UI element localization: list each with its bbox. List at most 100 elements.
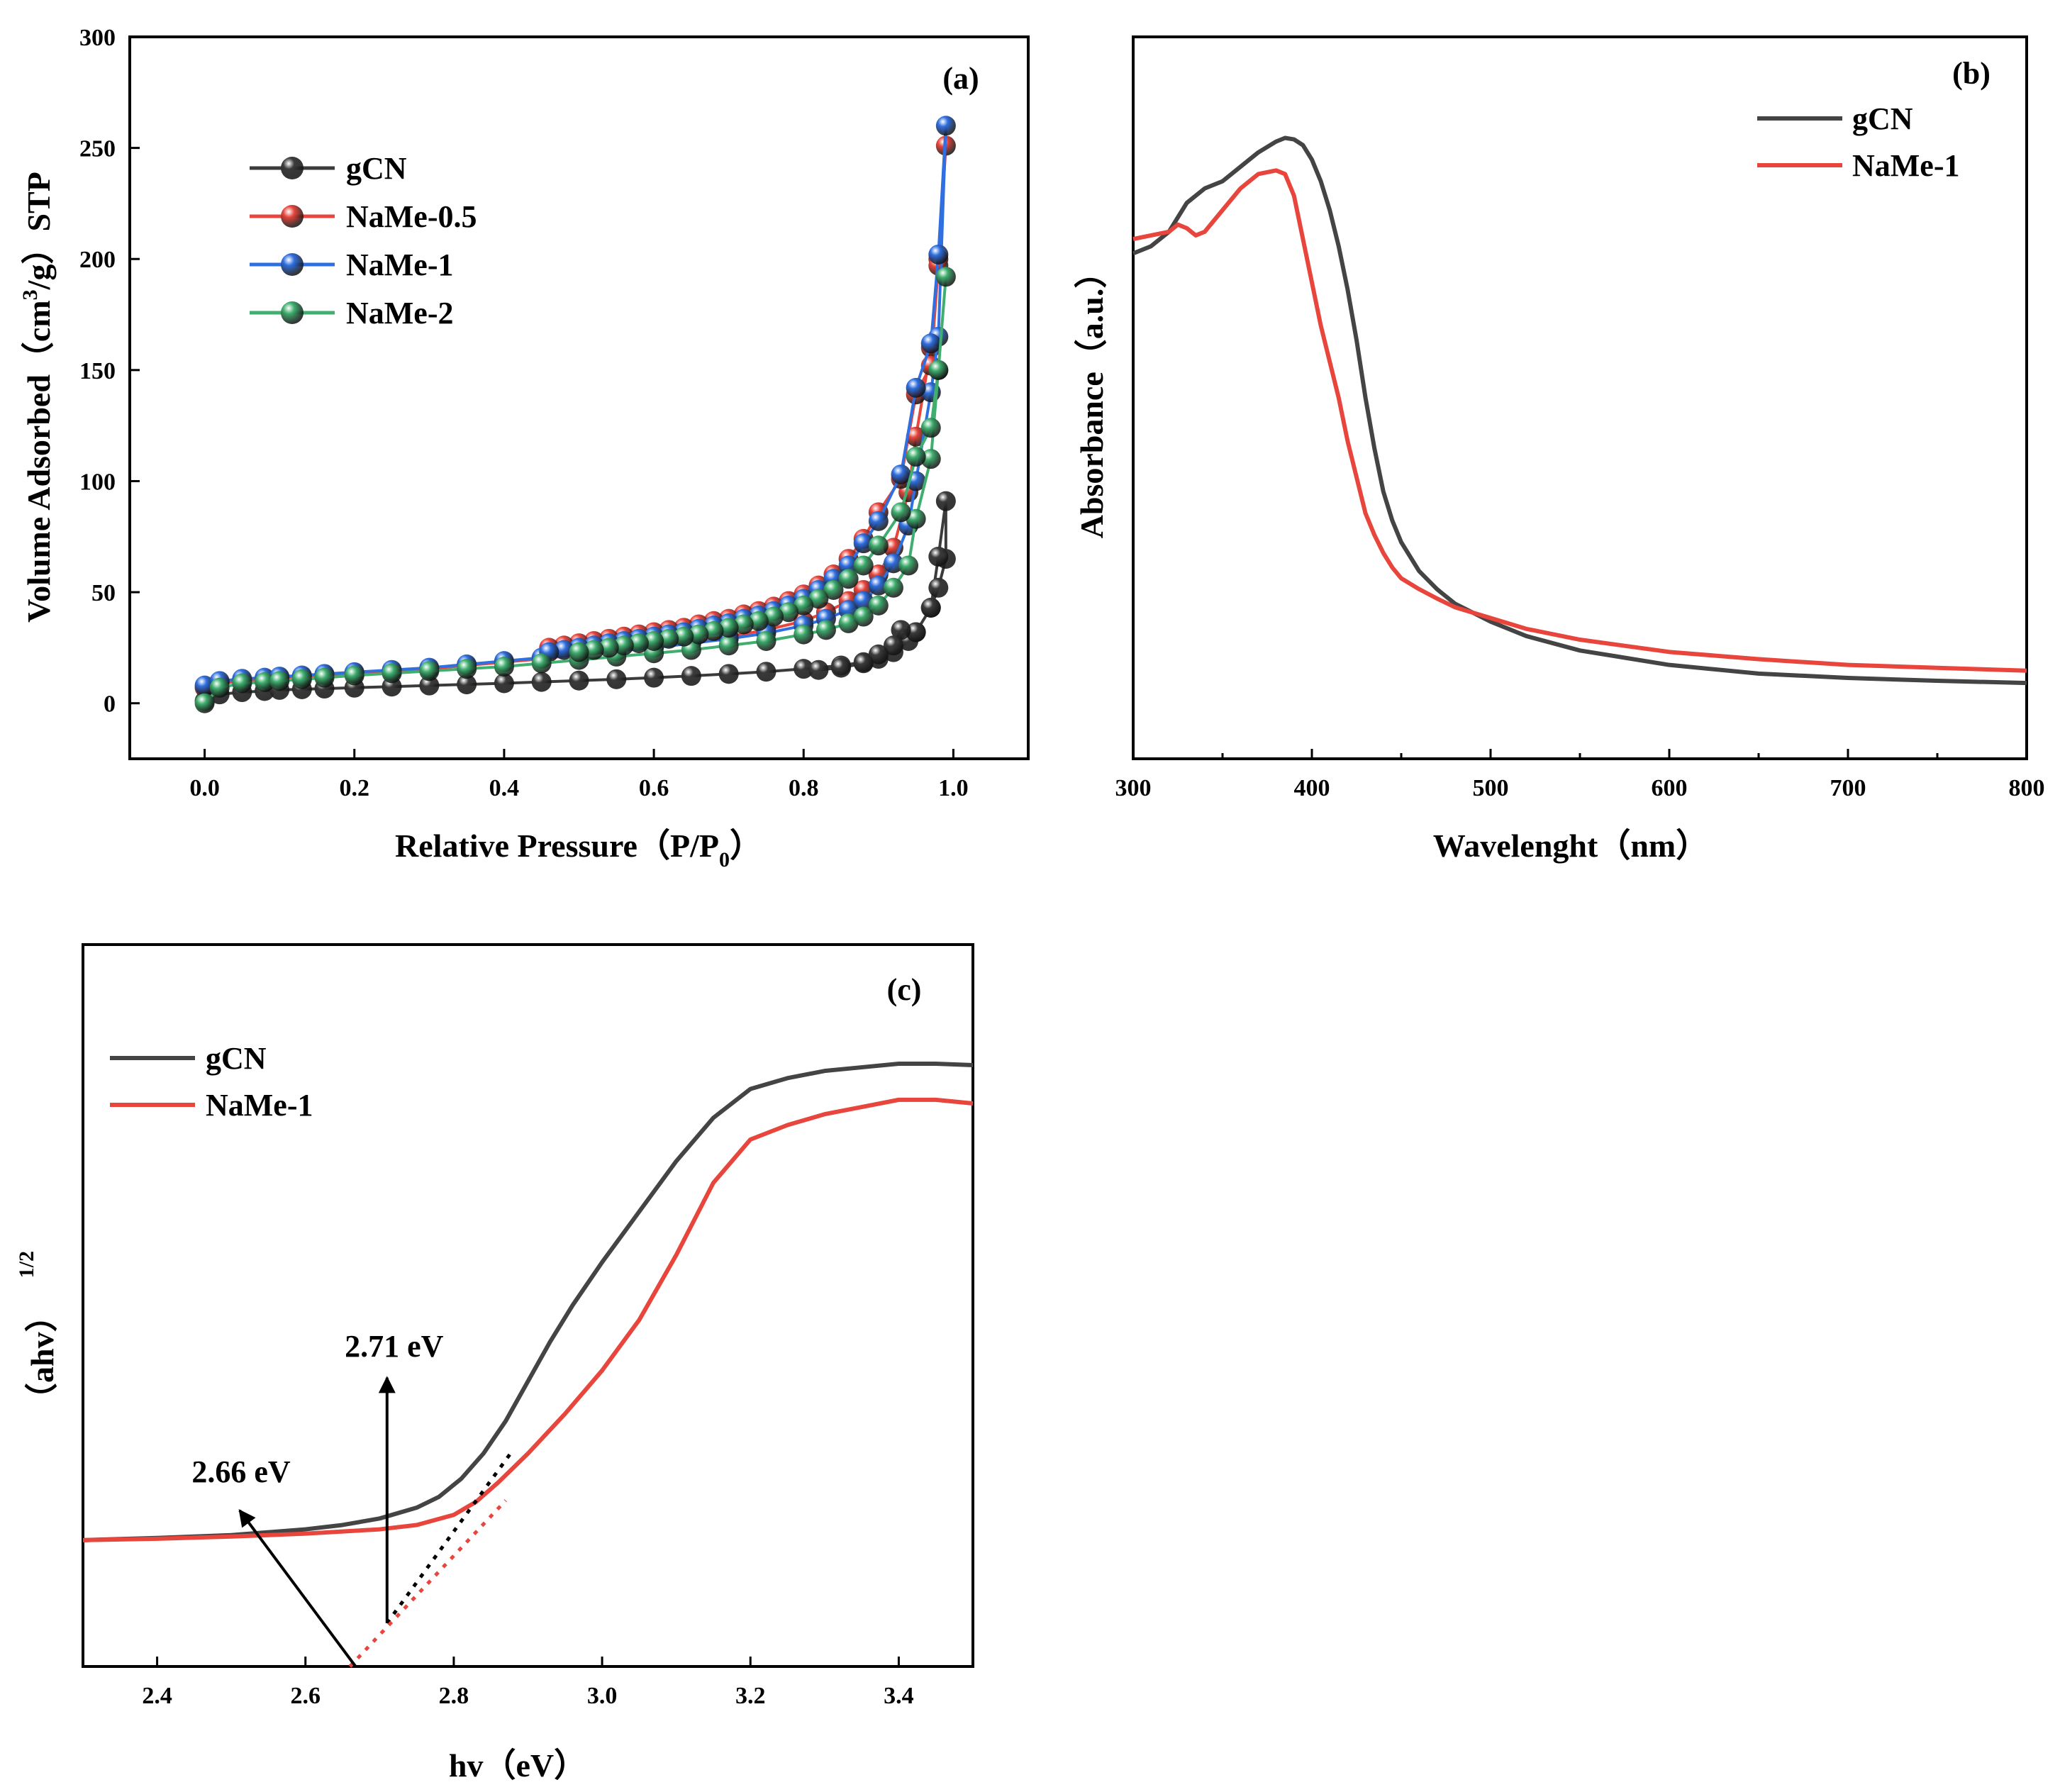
data-point <box>868 575 889 596</box>
data-point <box>644 630 664 651</box>
data-point <box>584 640 604 660</box>
x-tick-label: 300 <box>1115 775 1152 801</box>
data-point <box>920 449 941 469</box>
panel-b-legend: gCN NaMe-1 <box>1757 101 1960 183</box>
data-point <box>674 626 694 647</box>
x-tick-label: 700 <box>1830 775 1866 801</box>
data-point <box>531 672 552 692</box>
panel-c-x-axis-title: hv（eV） <box>449 1747 586 1783</box>
data-point <box>794 595 814 616</box>
data-point <box>853 591 874 611</box>
data-point <box>764 606 784 627</box>
data-point <box>935 491 956 511</box>
data-point <box>823 579 844 600</box>
panel-a-ticks: 0.0 0.2 0.4 0.6 0.8 1.0 0 50 100 150 200 250 300 <box>79 25 969 801</box>
data-point <box>928 577 949 598</box>
series-line-NaMe-1 <box>82 1097 974 1542</box>
data-point <box>935 116 956 136</box>
data-point <box>209 677 230 698</box>
annotation-label: 2.71 eV <box>345 1329 444 1364</box>
x-tick-label: 400 <box>1294 775 1330 801</box>
annotation-label: 2.66 eV <box>191 1454 291 1489</box>
panel-c: 2.4 2.6 2.8 3.0 3.2 3.4 (c) gCN NaMe-1 2.71 eV… <box>15 943 974 1783</box>
legend-label: gCN <box>1852 101 1913 136</box>
series-NaMe-2 <box>194 267 956 713</box>
data-point <box>906 622 926 642</box>
data-point <box>868 595 889 616</box>
x-tick-label: 1.0 <box>938 775 969 801</box>
data-point <box>644 667 664 688</box>
data-point <box>606 669 627 689</box>
panel-c-label: (c) <box>887 972 922 1007</box>
data-point <box>531 653 552 674</box>
data-point <box>794 624 814 645</box>
data-point <box>906 508 926 529</box>
x-tick-label: 2.8 <box>439 1683 469 1709</box>
legend-item: NaMe-0.5 <box>250 199 477 234</box>
data-point <box>794 659 814 679</box>
series-line-gCN <box>1132 135 2027 686</box>
panel-b: 300 400 500 600 700 800 (b) gCN NaMe-1 Wavelen… <box>1074 35 2045 864</box>
panel-b-label: (b) <box>1952 56 1991 91</box>
data-point <box>898 555 919 576</box>
legend-item: NaMe-1 <box>250 247 454 282</box>
legend-label: gCN <box>346 151 407 186</box>
data-point <box>419 661 440 681</box>
panel-a-label: (a) <box>942 61 979 96</box>
panel-b-plot-area <box>1132 135 2027 686</box>
y-tick-label: 100 <box>79 469 116 495</box>
data-point <box>883 577 903 598</box>
data-point <box>883 635 903 656</box>
legend-label: NaMe-0.5 <box>346 199 477 234</box>
data-point <box>703 620 724 641</box>
panel-c-annotations: 2.71 eV 2.66 eV <box>191 1329 444 1668</box>
panel-a: 0.0 0.2 0.4 0.6 0.8 1.0 0 50 100 150 200 250 300 (a)… <box>18 25 1030 872</box>
legend-item: gCN <box>250 151 407 186</box>
data-point <box>920 333 941 354</box>
data-point <box>194 675 215 696</box>
panel-a-legend: gCN NaMe-0.5 NaMe-1 NaMe-2 <box>250 151 477 330</box>
arrow-2-66 <box>238 1509 357 1668</box>
data-point <box>689 624 709 645</box>
data-point <box>853 653 874 674</box>
series-line <box>204 145 947 689</box>
data-point <box>494 657 514 677</box>
y-tick-label: 50 <box>91 580 116 606</box>
data-point <box>808 589 829 609</box>
data-point <box>920 598 941 618</box>
legend-label: NaMe-1 <box>346 247 454 282</box>
x-tick-label: 500 <box>1473 775 1509 801</box>
legend-item: gCN <box>110 1041 267 1076</box>
data-point <box>291 669 312 689</box>
x-tick-label: 3.4 <box>884 1683 914 1709</box>
legend-label: NaMe-1 <box>206 1088 313 1123</box>
legend-label: NaMe-1 <box>1852 148 1960 183</box>
legend-marker <box>281 205 304 228</box>
legend-marker <box>281 253 304 276</box>
data-point <box>779 602 799 623</box>
series-line <box>204 126 947 687</box>
data-point <box>891 502 911 523</box>
series-NaMe-1 <box>194 116 956 696</box>
data-point <box>659 628 679 649</box>
panel-a-plot-area <box>194 116 956 713</box>
y-tick-label: 150 <box>79 358 116 384</box>
x-tick-label: 0.0 <box>189 775 220 801</box>
x-tick-label: 600 <box>1652 775 1688 801</box>
data-point <box>232 673 252 694</box>
x-tick-label: 0.4 <box>489 775 520 801</box>
series-line-NaMe-1 <box>1132 168 2027 673</box>
data-point <box>718 618 739 638</box>
legend-item: NaMe-1 <box>110 1088 313 1123</box>
x-tick-label: 800 <box>2009 775 2045 801</box>
panel-b-y-axis-title: Absorbance（a.u.） <box>1074 256 1110 539</box>
series-line-gCN <box>82 1061 974 1542</box>
data-point <box>457 659 477 679</box>
legend-item: NaMe-2 <box>250 296 454 330</box>
data-point <box>344 665 364 686</box>
data-point <box>718 635 739 656</box>
data-point <box>419 675 440 696</box>
x-tick-label: 2.6 <box>291 1683 321 1709</box>
data-point <box>613 635 634 656</box>
legend-item: NaMe-1 <box>1757 148 1960 183</box>
